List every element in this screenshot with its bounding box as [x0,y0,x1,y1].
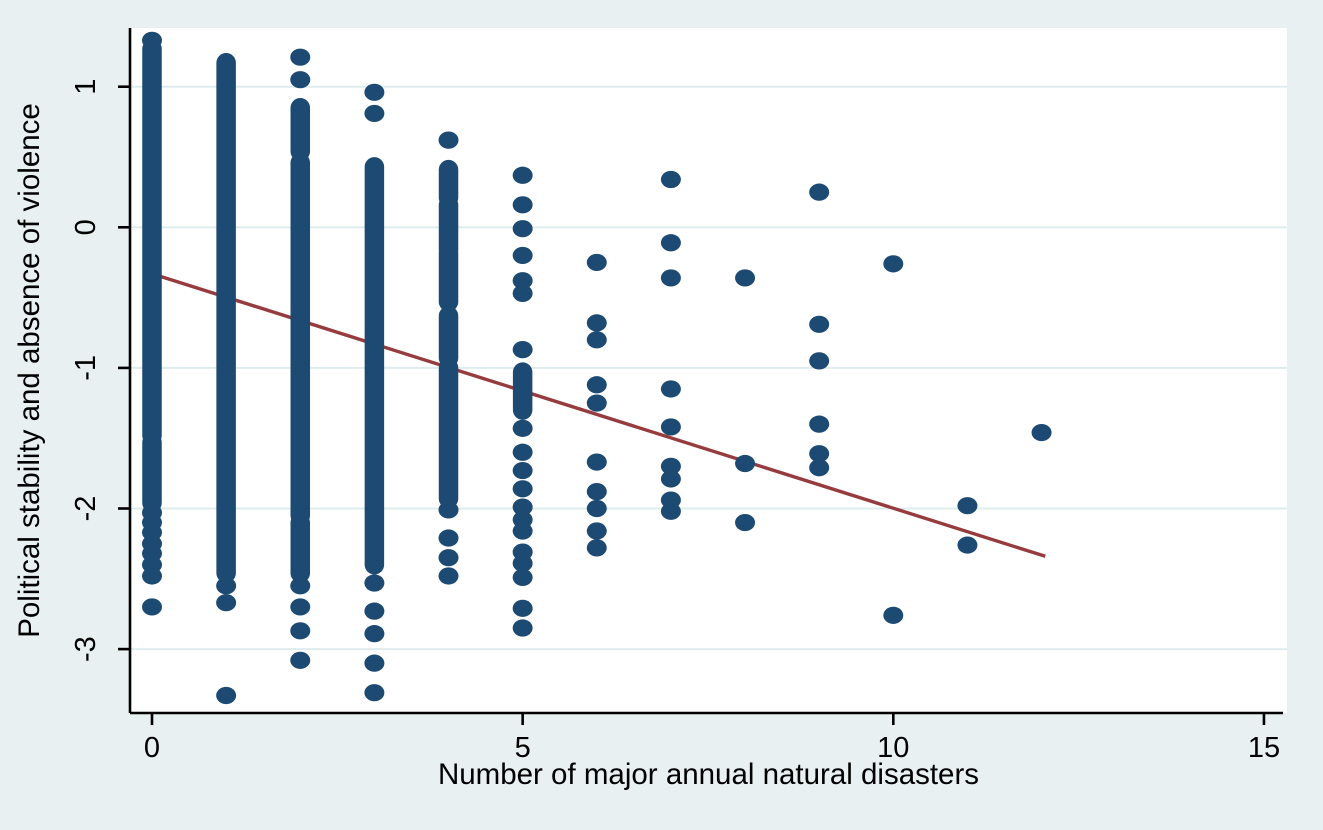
data-point [1031,423,1052,442]
data-point [660,470,681,488]
data-point [290,622,311,640]
x-tick-label: 5 [515,732,531,764]
data-point [586,253,607,272]
data-point [512,166,533,184]
data-point [364,654,385,672]
data-point [512,619,533,637]
x-tick-label: 0 [144,732,160,764]
plot-area-background [130,28,1287,713]
data-point [809,352,830,370]
data-point [809,459,830,477]
data-point [364,104,385,123]
data-point [512,554,533,572]
y-tick-label: -2 [70,496,102,522]
x-axis-title: Number of major annual natural disasters [438,758,979,791]
y-tick-label: 0 [70,219,102,235]
data-point [660,269,681,287]
x-axis-ticks: 0 5 10 15 [144,713,1280,764]
data-point [216,577,237,595]
data-point [660,457,681,475]
data-point [735,513,756,532]
data-point [809,415,830,433]
data-point [586,314,607,332]
data-point [290,598,311,616]
y-axis-title: Political stability and absence of viole… [13,103,46,638]
data-point [216,686,237,705]
y-tick-label: -1 [70,355,102,381]
data-point [438,549,459,567]
data-point [660,380,681,398]
data-point [735,454,756,473]
data-point [438,529,459,547]
data-point [586,499,607,518]
data-point [512,272,533,290]
data-point [512,284,533,302]
data-point [586,331,607,349]
x-tick-label: 10 [877,732,909,764]
data-point [586,394,607,412]
data-point [957,497,978,515]
data-point [809,183,830,201]
data-point [216,594,237,612]
data-point [512,246,533,265]
data-point [438,131,459,149]
data-point [438,501,459,519]
data-point [290,651,311,669]
data-point [364,602,385,620]
y-tick-label: -3 [70,636,102,662]
data-point [660,502,681,520]
data-point [660,234,681,252]
data-point [883,606,904,624]
data-point [364,625,385,643]
data-point [512,443,533,461]
data-point [290,48,311,66]
data-point [660,170,681,189]
data-point [512,341,533,359]
data-point [364,574,385,592]
data-point [290,577,311,595]
scatter-points [142,31,1052,705]
data-point [290,71,311,89]
data-point [512,498,533,516]
data-point [586,376,607,394]
gridlines [130,85,1287,651]
data-point [512,480,533,498]
data-point [512,522,533,540]
data-point [512,599,533,617]
data-point [586,522,607,540]
axes [128,28,1283,715]
data-point [586,539,607,557]
data-point [512,568,533,586]
y-axis-ticks: 1 0 -1 -2 -3 [70,79,130,662]
data-point [438,567,459,585]
data-point [957,536,978,554]
data-point [142,598,162,616]
data-point [364,83,385,101]
data-point [142,567,162,585]
data-point [586,483,607,501]
data-point [512,419,533,437]
data-point [809,445,830,463]
data-point [660,418,681,436]
y-tick-label: 1 [70,79,102,95]
data-point [586,453,607,471]
x-tick-label: 15 [1248,732,1280,764]
data-point [883,255,904,273]
data-point [142,31,162,49]
data-point [364,684,385,702]
data-point [735,269,756,287]
data-point [512,220,533,238]
data-point [809,315,830,333]
data-point [512,461,533,480]
data-point [512,196,533,214]
